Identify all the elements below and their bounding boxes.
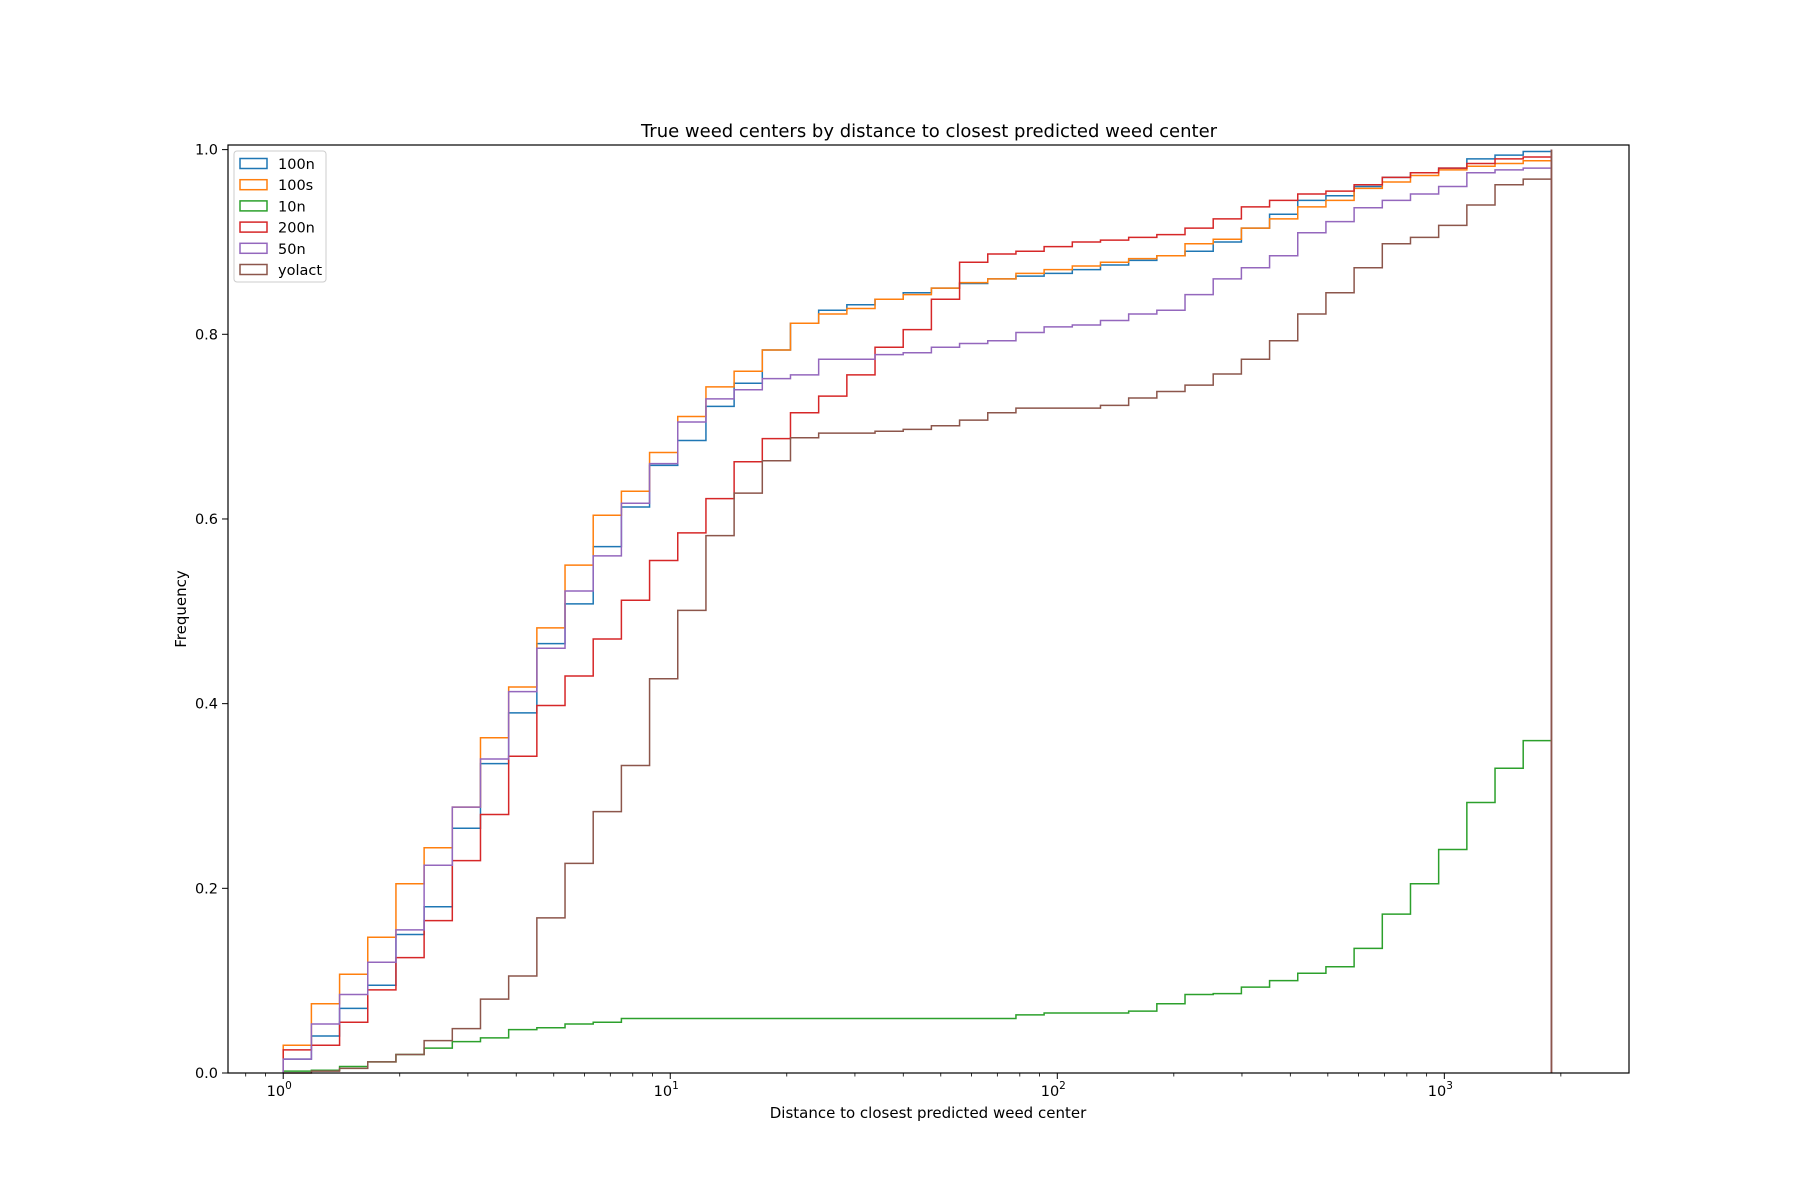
x-tick-label-exponent: 3 bbox=[1446, 1080, 1453, 1092]
legend-label-yolact: yolact bbox=[278, 263, 322, 279]
legend-label-100s: 100s bbox=[278, 178, 313, 194]
series-line-10n bbox=[282, 149, 1553, 1073]
chart-title: True weed centers by distance to closest… bbox=[640, 121, 1218, 142]
legend: 100n 100s 10n 200n 50n yolact bbox=[233, 150, 327, 283]
y-tick-label: 0.8 bbox=[195, 327, 218, 343]
legend-label-100n: 100n bbox=[278, 157, 315, 173]
legend-frame bbox=[233, 150, 327, 283]
y-tick-label: 0.2 bbox=[195, 881, 218, 897]
x-tick-label: 103 bbox=[1428, 1080, 1453, 1100]
legend-items: 100n 100s 10n 200n 50n yolact bbox=[239, 157, 322, 279]
x-axis: 100 101 102 103 bbox=[245, 1073, 1562, 1100]
x-tick-label: 102 bbox=[1041, 1080, 1066, 1100]
legend-swatch-yolact bbox=[239, 263, 268, 276]
legend-swatch-50n bbox=[239, 242, 268, 255]
y-tick-label: 0.6 bbox=[195, 512, 218, 528]
x-axis-label: Distance to closest predicted weed cente… bbox=[770, 1104, 1087, 1122]
x-tick-label-base: 10 bbox=[654, 1084, 672, 1100]
y-tick-label: 0.4 bbox=[195, 697, 218, 713]
legend-label-50n: 50n bbox=[278, 242, 306, 258]
series-line-yolact bbox=[283, 149, 1553, 1074]
x-tick-label-base: 10 bbox=[1041, 1084, 1059, 1100]
plot-frame bbox=[227, 144, 1630, 1074]
legend-swatch-200n bbox=[239, 221, 268, 233]
series-line-50n bbox=[282, 149, 1553, 1073]
series-layer bbox=[282, 149, 1553, 1074]
x-tick-label: 101 bbox=[654, 1080, 679, 1100]
legend-label-200n: 200n bbox=[278, 221, 315, 237]
x-tick-label-exponent: 0 bbox=[285, 1080, 292, 1092]
legend-swatch-100s bbox=[239, 178, 268, 191]
legend-swatch-10n bbox=[239, 200, 268, 212]
series-line-100s bbox=[282, 149, 1553, 1073]
series-line-200n bbox=[282, 149, 1553, 1073]
x-tick-label-exponent: 1 bbox=[672, 1080, 679, 1092]
y-axis-label: Frequency bbox=[172, 570, 190, 648]
legend-label-10n: 10n bbox=[278, 199, 306, 215]
x-tick-label-base: 10 bbox=[267, 1084, 285, 1100]
y-tick-label: 1.0 bbox=[195, 143, 218, 159]
x-tick-label-exponent: 2 bbox=[1059, 1080, 1066, 1092]
y-tick-label: 0.0 bbox=[195, 1066, 218, 1082]
y-axis: 0.0 0.2 0.4 0.6 0.8 1.0 bbox=[195, 143, 228, 1082]
x-tick-label-base: 10 bbox=[1428, 1084, 1446, 1100]
x-tick-label: 100 bbox=[267, 1080, 292, 1100]
legend-swatch-100n bbox=[239, 157, 268, 170]
